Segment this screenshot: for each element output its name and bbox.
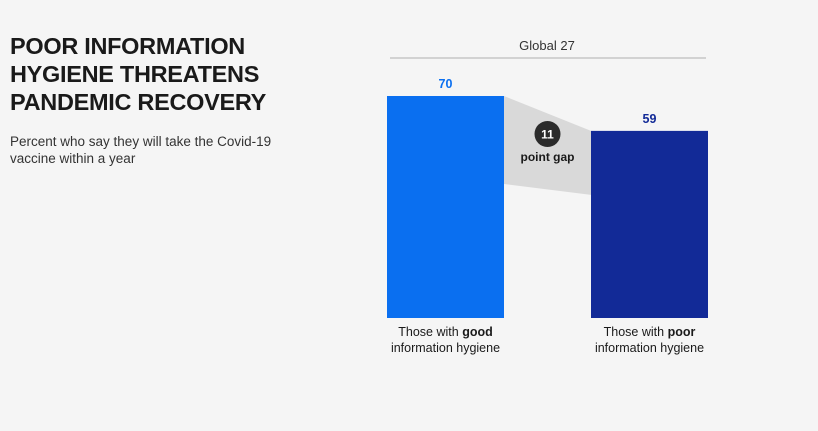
- chart-subtitle: Percent who say they will take the Covid…: [10, 134, 272, 166]
- bar-0: [387, 96, 504, 318]
- group-label: Global 27: [519, 38, 575, 53]
- gap-value: 11: [541, 128, 554, 142]
- page-title: POOR INFORMATION HYGIENE THREATENS PANDE…: [10, 32, 310, 116]
- category-label-1-line1: Those with poor: [604, 325, 696, 339]
- title-line-2: HYGIENE THREATENS: [10, 61, 260, 87]
- gap-label: point gap: [521, 150, 575, 164]
- category-label-0-line1: Those with good: [398, 325, 492, 339]
- title-line-1: POOR INFORMATION: [10, 33, 245, 59]
- data-label-1: 59: [643, 112, 657, 126]
- bar-1: [591, 130, 708, 318]
- category-label-1-line2: information hygiene: [595, 341, 704, 355]
- gap-badge: [534, 121, 561, 147]
- title-line-3: PANDEMIC RECOVERY: [10, 89, 267, 115]
- data-label-0: 70: [439, 77, 453, 91]
- category-label-0-line2: information hygiene: [391, 341, 500, 355]
